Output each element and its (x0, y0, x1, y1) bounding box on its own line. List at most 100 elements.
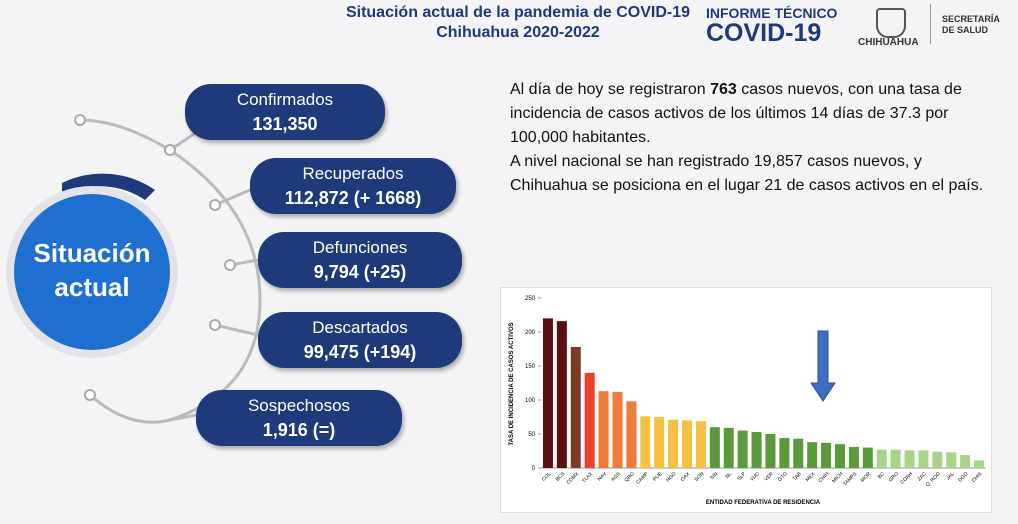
stat-label: Defunciones (312, 238, 408, 257)
logo-icon (876, 8, 906, 38)
stat-value: 9,794 (+25) (313, 262, 407, 282)
bar (737, 430, 748, 468)
x-tick-label: TLAX (581, 471, 595, 485)
bar (946, 452, 957, 468)
bar (765, 434, 776, 468)
title: Situación actual de la pandemia de COVID… (345, 4, 691, 21)
bar (821, 442, 832, 468)
bar (793, 438, 804, 468)
x-tick-label: MOR (860, 471, 873, 484)
bar (570, 346, 581, 468)
x-tick-label: GTO (777, 471, 789, 483)
y-tick-label: 0 (532, 466, 536, 472)
bar (960, 455, 971, 468)
bar (904, 450, 915, 468)
x-tick-label: NL (724, 471, 733, 480)
node (224, 259, 236, 271)
agency-line: SECRETARÍA (942, 14, 1000, 24)
bar (542, 318, 553, 468)
bar (751, 431, 762, 468)
x-tick-label: PUE (652, 471, 664, 483)
x-tick-label: BC (877, 471, 886, 480)
highlight: 763 (710, 81, 737, 98)
bar (723, 427, 734, 468)
bar (890, 449, 901, 468)
x-tick-label: CHIH (818, 471, 831, 484)
stat-value: 131,350 (252, 114, 318, 134)
bar (556, 321, 567, 468)
x-tick-label: ZAC (917, 471, 929, 483)
x-tick-label: BCS (555, 471, 567, 483)
y-tick-label: 250 (525, 296, 536, 302)
stat-label: Sospechosos (247, 396, 351, 415)
stat-card: Defunciones 9,794 (+25) (258, 232, 462, 288)
y-tick-label: 50 (528, 432, 535, 438)
circle (14, 194, 170, 350)
text: casos nuevos, con una tasa de incidencia… (510, 81, 962, 146)
circle-label: actual (54, 272, 129, 302)
x-tick-label: CHIS (971, 471, 984, 484)
x-tick-label: COL (541, 471, 553, 483)
bar (918, 450, 929, 468)
agency: SECRETARÍA DE SALUD (942, 14, 1000, 36)
stat-card: Descartados 99,475 (+194) (258, 312, 462, 368)
x-tick-label: AGS (610, 471, 622, 483)
bar (932, 451, 943, 468)
node (74, 114, 86, 126)
x-tick-label: MEX (805, 471, 817, 483)
logo-text: CHIHUAHUA (858, 37, 919, 48)
stat-value: 99,475 (+194) (303, 342, 417, 362)
bar (862, 447, 873, 468)
x-tick-label: CDMX (566, 471, 581, 486)
text: Al día de hoy se registraron (510, 81, 711, 98)
bar (848, 446, 859, 468)
x-tick-label: SIN (709, 471, 719, 481)
bar (834, 444, 845, 468)
bar (807, 442, 818, 468)
header: Situación actual de la pandemia de COVID… (300, 3, 736, 43)
x-tick-label: YUC (749, 471, 761, 483)
brand-top: INFORME TÉCNICO (706, 5, 838, 21)
node (84, 389, 96, 401)
bar (640, 416, 651, 468)
brand: INFORME TÉCNICO COVID-19 (706, 5, 838, 46)
stat-value: 1,916 (=) (262, 420, 336, 440)
circle-label: Situación (33, 238, 150, 268)
x-tick-label: OAX (680, 471, 692, 483)
bar (598, 391, 609, 468)
node (164, 144, 176, 156)
arrow (810, 330, 836, 402)
x-tick-label: COAH (899, 471, 914, 486)
paragraph: A nivel nacional se han registrado 19,85… (510, 153, 984, 194)
paragraph: Al día de hoy se registraron 763 casos n… (510, 78, 1002, 150)
subtitle: Chihuahua 2020-2022 (436, 24, 600, 41)
agency-line: DE SALUD (942, 25, 989, 35)
bar (876, 449, 887, 468)
x-tick-label: VER (763, 471, 775, 483)
x-tick-label: TAMPS (842, 471, 859, 488)
x-tick-label: QRO (624, 471, 636, 483)
x-tick-label: GRO (888, 471, 900, 483)
stat-card: Sospechosos 1,916 (=) (196, 390, 402, 446)
bar (654, 417, 665, 468)
x-tick-label: NAV (597, 471, 609, 483)
x-tick-label: JAL (945, 471, 955, 481)
node (209, 199, 221, 211)
bar (974, 460, 985, 468)
stat-card: Recuperados 112,872 (+ 1668) (250, 158, 456, 214)
x-tick-label: HGO (665, 471, 677, 483)
chart: TASA DE INCIDENCIA DE CASOS ACTIVOS ENTI… (500, 287, 992, 513)
x-tick-label: Q. ROO (925, 471, 942, 488)
x-tick-label: TAB (792, 471, 803, 482)
decor: Situación actual (6, 114, 262, 424)
y-tick-label: 200 (525, 330, 536, 336)
node (209, 319, 221, 331)
bar (682, 420, 693, 468)
y-axis-label: TASA DE INCIDENCIA DE CASOS ACTIVOS (509, 322, 515, 445)
connectors (169, 128, 259, 422)
stat-card: Confirmados 131,350 (185, 84, 385, 140)
y-tick-label: 150 (525, 364, 536, 370)
x-tick-label: SLP (736, 471, 747, 482)
bar (626, 401, 637, 468)
bar (779, 438, 790, 468)
